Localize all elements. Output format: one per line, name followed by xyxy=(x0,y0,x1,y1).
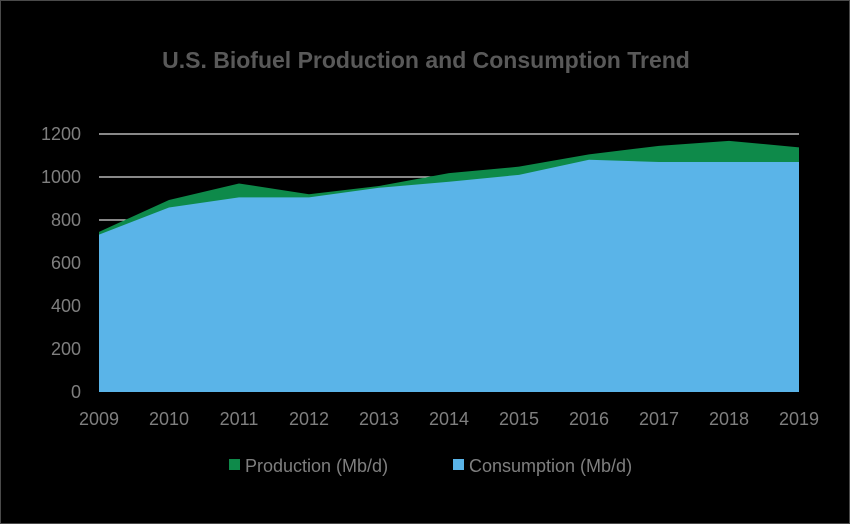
y-axis-ticks: 0 200 400 600 800 1000 1200 xyxy=(41,124,81,402)
chart-title: U.S. Biofuel Production and Consumption … xyxy=(162,47,690,73)
x-tick-label: 2012 xyxy=(289,409,329,429)
y-tick-label: 400 xyxy=(51,296,81,316)
x-tick-label: 2009 xyxy=(79,409,119,429)
y-tick-label: 1200 xyxy=(41,124,81,144)
y-tick-label: 800 xyxy=(51,210,81,230)
legend-swatch-production xyxy=(229,459,240,470)
x-tick-label: 2015 xyxy=(499,409,539,429)
legend-label-consumption: Consumption (Mb/d) xyxy=(469,456,632,476)
x-tick-label: 2010 xyxy=(149,409,189,429)
x-tick-label: 2016 xyxy=(569,409,609,429)
area-series-consumption xyxy=(99,159,799,392)
x-tick-label: 2019 xyxy=(779,409,819,429)
y-tick-label: 600 xyxy=(51,253,81,273)
series-areas xyxy=(99,140,799,392)
legend: Production (Mb/d) Consumption (Mb/d) xyxy=(229,456,632,476)
legend-label-production: Production (Mb/d) xyxy=(245,456,388,476)
x-tick-label: 2014 xyxy=(429,409,469,429)
x-tick-label: 2018 xyxy=(709,409,749,429)
x-axis-ticks: 2009 2010 2011 2012 2013 2014 2015 2016 2017 2018… xyxy=(79,409,819,429)
legend-swatch-consumption xyxy=(453,459,464,470)
x-tick-label: 2011 xyxy=(220,409,259,429)
x-tick-label: 2017 xyxy=(639,409,679,429)
y-tick-label: 0 xyxy=(71,382,81,402)
x-tick-label: 2013 xyxy=(359,409,399,429)
y-tick-label: 200 xyxy=(51,339,81,359)
y-tick-label: 1000 xyxy=(41,167,81,187)
